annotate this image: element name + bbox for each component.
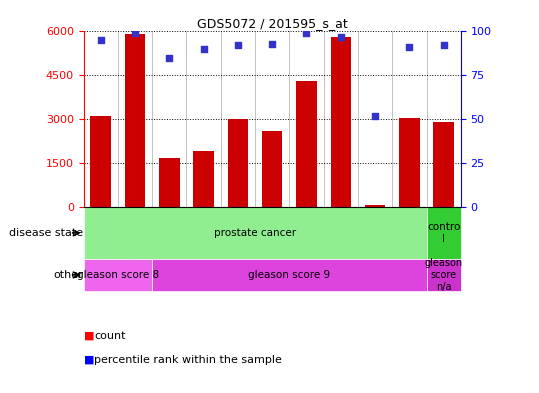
- Bar: [227, 119, 248, 207]
- Bar: [330, 37, 351, 207]
- Text: other: other: [54, 270, 84, 280]
- Point: [336, 33, 345, 40]
- Bar: [125, 34, 146, 207]
- Point: [439, 42, 448, 49]
- Point: [130, 30, 139, 36]
- Bar: [262, 131, 282, 207]
- Text: percentile rank within the sample: percentile rank within the sample: [94, 354, 282, 365]
- Bar: [159, 158, 179, 207]
- Text: disease state: disease state: [9, 228, 84, 238]
- Point: [302, 30, 311, 36]
- Bar: [399, 118, 420, 207]
- Text: count: count: [94, 331, 126, 341]
- Title: GDS5072 / 201595_s_at: GDS5072 / 201595_s_at: [197, 17, 348, 30]
- Text: contro
l: contro l: [427, 222, 460, 244]
- Point: [268, 40, 277, 47]
- Bar: [426, 259, 461, 291]
- Text: gleason score 9: gleason score 9: [248, 270, 330, 280]
- Text: gleason score 8: gleason score 8: [77, 270, 159, 280]
- Bar: [433, 122, 454, 207]
- Bar: [365, 205, 385, 207]
- Text: gleason
score
n/a: gleason score n/a: [425, 258, 463, 292]
- Bar: [84, 259, 152, 291]
- Bar: [426, 207, 461, 259]
- Point: [233, 42, 242, 49]
- Point: [199, 46, 208, 52]
- Bar: [296, 81, 317, 207]
- Text: ■: ■: [84, 354, 94, 365]
- Point: [165, 55, 174, 61]
- Text: prostate cancer: prostate cancer: [214, 228, 296, 238]
- Text: ■: ■: [84, 331, 94, 341]
- Point: [405, 44, 414, 50]
- Point: [371, 112, 379, 119]
- Bar: [91, 116, 111, 207]
- Point: [96, 37, 105, 43]
- Bar: [194, 151, 214, 207]
- Bar: [152, 259, 426, 291]
